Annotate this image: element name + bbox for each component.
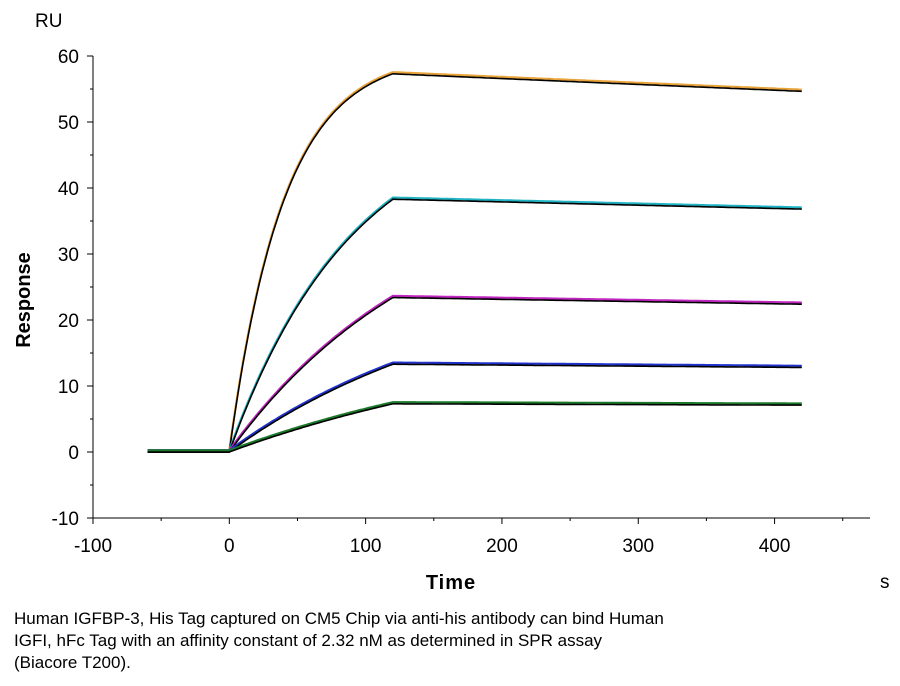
axes bbox=[92, 56, 870, 519]
series-1-data-line bbox=[147, 71, 802, 452]
y-tick-label: -10 bbox=[52, 509, 79, 530]
series-4-data-line bbox=[147, 361, 802, 452]
y-tick-label: 10 bbox=[58, 377, 79, 398]
y-tick-label: 40 bbox=[58, 179, 79, 200]
x-unit-label: s bbox=[880, 572, 890, 593]
x-tick-label: 100 bbox=[350, 536, 382, 557]
series-5-data-line bbox=[147, 401, 802, 452]
series-3-fit-line bbox=[147, 296, 802, 453]
x-axis-title: Time bbox=[426, 572, 476, 594]
series-3-data-line bbox=[147, 294, 802, 452]
series-2-fit-line bbox=[147, 198, 802, 453]
x-tick-label: -100 bbox=[74, 536, 112, 557]
y-tick-label: 60 bbox=[58, 47, 79, 68]
y-tick-label: 0 bbox=[68, 443, 79, 464]
series-2-data-line bbox=[147, 196, 802, 452]
figure-caption: Human IGFBP-3, His Tag captured on CM5 C… bbox=[14, 608, 814, 674]
y-tick-label: 20 bbox=[58, 311, 79, 332]
x-tick-label: 300 bbox=[622, 536, 654, 557]
caption-line-2: IGFI, hFc Tag with an affinity constant … bbox=[14, 631, 603, 650]
x-tick-label: 0 bbox=[224, 536, 235, 557]
caption-line-3: (Biacore T200). bbox=[14, 653, 131, 672]
y-unit-label: RU bbox=[35, 11, 62, 32]
y-tick-label: 50 bbox=[58, 113, 79, 134]
x-tick-label: 400 bbox=[759, 536, 791, 557]
y-tick-label: 30 bbox=[58, 245, 79, 266]
x-tick-label: 200 bbox=[486, 536, 518, 557]
series-5-fit-line bbox=[147, 403, 802, 453]
series-1-fit-line bbox=[147, 72, 802, 453]
caption-line-1: Human IGFBP-3, His Tag captured on CM5 C… bbox=[14, 609, 664, 628]
series-layer bbox=[147, 71, 802, 453]
tick-marks bbox=[87, 55, 844, 524]
y-axis-title: Response bbox=[13, 252, 35, 348]
series-4-fit-line bbox=[147, 363, 802, 453]
